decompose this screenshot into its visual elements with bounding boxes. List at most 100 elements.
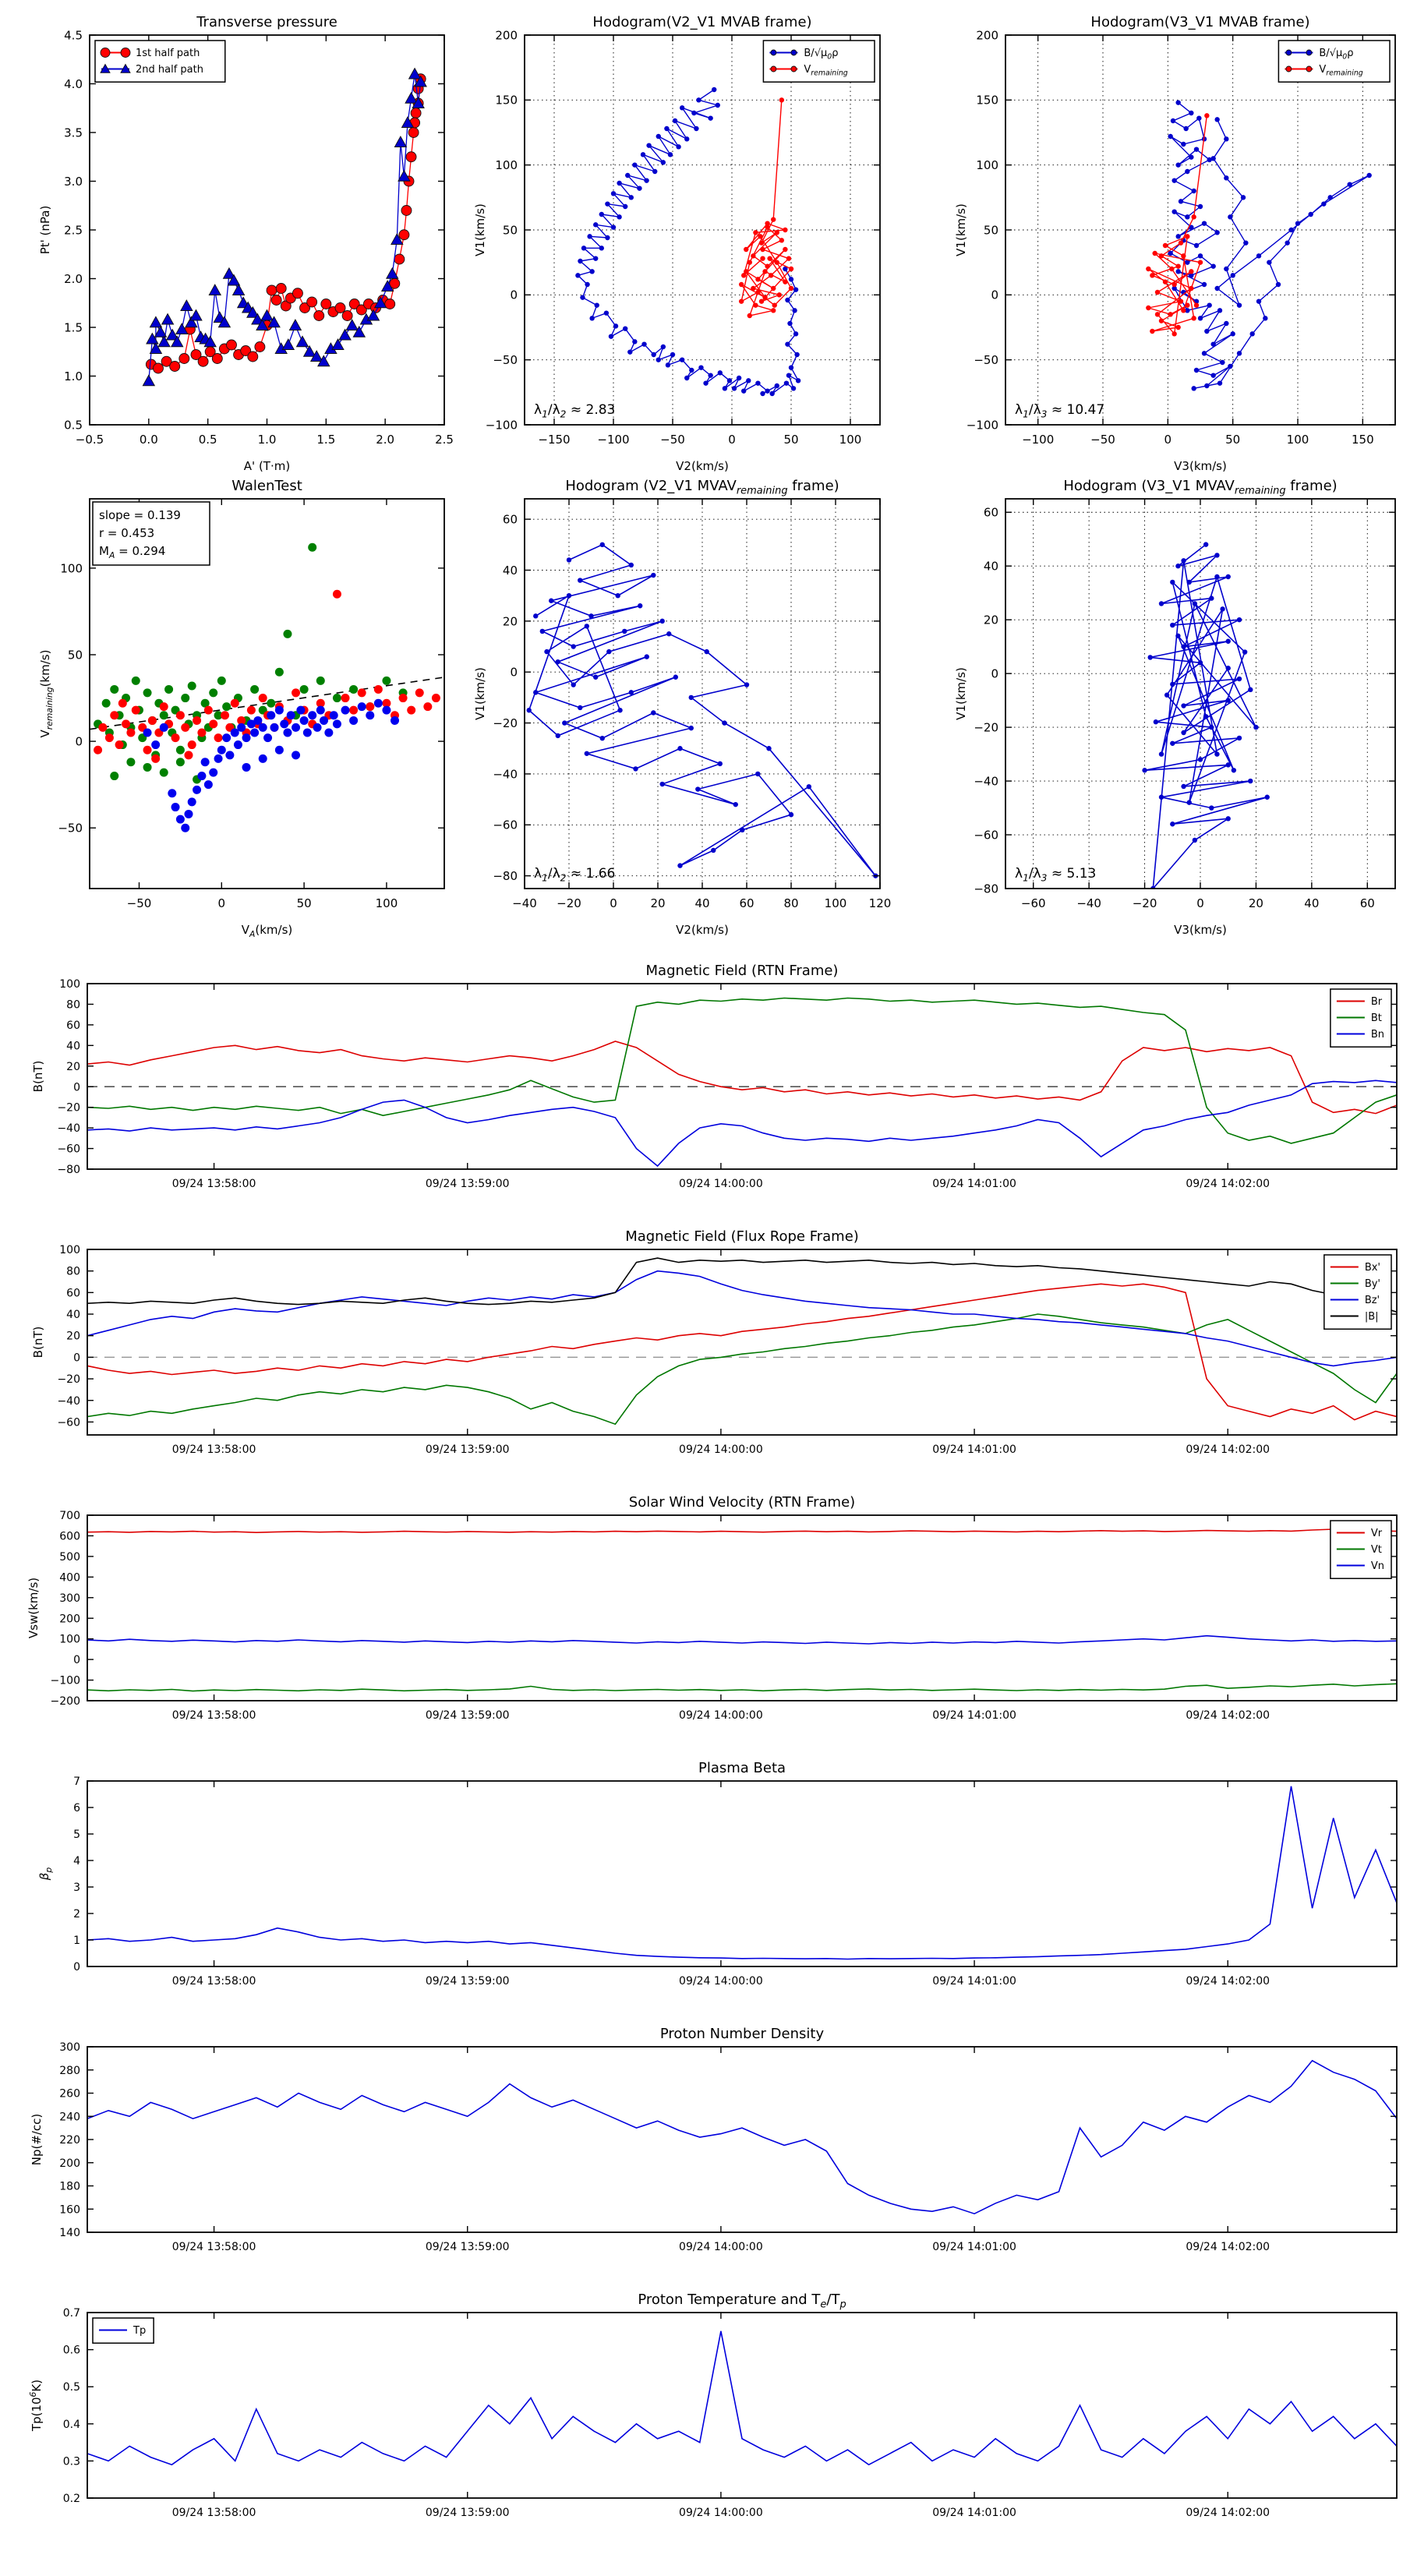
panel-title: Transverse pressure <box>196 14 337 30</box>
point <box>770 65 777 72</box>
ticks: 09/24 13:58:00 09/24 13:59:00 09/24 14:00:… <box>59 2041 1397 2253</box>
y-tick-label: 4 <box>73 1855 80 1868</box>
point <box>226 339 237 351</box>
point <box>341 694 350 703</box>
point <box>758 234 763 239</box>
point <box>736 375 742 381</box>
point <box>1236 676 1242 682</box>
point <box>673 674 678 680</box>
point <box>1306 65 1313 72</box>
point <box>1197 260 1203 265</box>
point <box>118 698 127 708</box>
point <box>197 728 207 737</box>
x-axis-label: V3(km/s) <box>1174 923 1227 937</box>
point <box>760 256 765 261</box>
point <box>1154 289 1161 295</box>
y-tick-label: 0 <box>991 288 998 302</box>
point <box>288 319 302 330</box>
point <box>1217 308 1223 313</box>
point <box>349 705 359 715</box>
point <box>1158 751 1164 757</box>
point <box>806 784 812 790</box>
point <box>373 698 383 708</box>
point <box>670 352 676 358</box>
point <box>292 751 301 760</box>
x-tick-label: 09/24 14:01:00 <box>932 2507 1016 2519</box>
point <box>1193 302 1200 308</box>
point <box>708 373 713 378</box>
x-tick-label: 100 <box>1287 433 1309 447</box>
legend: Br Bt Bn <box>1330 988 1392 1048</box>
point <box>1214 230 1220 235</box>
point <box>637 186 642 191</box>
point <box>308 711 317 720</box>
x-tick-label: 100 <box>825 896 847 910</box>
point <box>747 260 752 265</box>
point <box>193 785 202 794</box>
legend-label: Vt <box>1371 1544 1382 1556</box>
point <box>711 847 716 853</box>
x-tick-label: 09/24 13:59:00 <box>426 1178 510 1190</box>
point <box>625 172 631 178</box>
point <box>1321 201 1327 207</box>
point <box>765 224 770 230</box>
point <box>774 260 779 265</box>
point <box>1209 724 1214 730</box>
series-markers-walen-green <box>94 542 408 784</box>
point <box>578 705 583 711</box>
point <box>599 735 605 741</box>
point <box>738 281 744 288</box>
y-tick-label: 60 <box>66 1019 80 1032</box>
point <box>415 688 424 698</box>
x-tick-label: 2.5 <box>435 433 454 447</box>
x-axis-label: V3(km/s) <box>1174 459 1227 473</box>
panel-title: Plasma Beta <box>698 1760 786 1776</box>
point <box>769 390 775 397</box>
point <box>1220 359 1225 366</box>
y-tick-label: 0.6 <box>63 2345 80 2357</box>
point <box>1185 260 1190 265</box>
point <box>599 246 604 251</box>
point <box>715 102 720 108</box>
point <box>783 380 790 386</box>
point <box>1243 240 1249 246</box>
y-tick-label: 100 <box>59 1244 80 1256</box>
point <box>765 263 770 269</box>
y-tick-label: 7 <box>73 1776 80 1788</box>
point <box>221 711 230 720</box>
point <box>1214 117 1220 122</box>
point <box>651 352 656 358</box>
point <box>790 65 797 72</box>
y-tick-label: 2.0 <box>64 272 83 286</box>
point <box>316 676 325 685</box>
x-tick-label: 09/24 14:01:00 <box>932 1443 1016 1456</box>
stats-line: MA = 0.294 <box>99 544 165 560</box>
y-tick-label: 220 <box>59 2134 80 2147</box>
point <box>741 388 747 394</box>
point <box>1214 553 1220 558</box>
point <box>580 295 585 300</box>
series-B-magnitude <box>87 1257 1397 1313</box>
point <box>588 613 594 619</box>
y-tick-label: −20 <box>493 716 518 730</box>
point <box>1295 221 1301 226</box>
y-tick-label: 80 <box>66 1266 80 1278</box>
point <box>751 285 756 292</box>
y-tick-label: −50 <box>974 353 998 367</box>
point <box>786 373 792 378</box>
point <box>209 719 218 729</box>
point <box>1154 312 1161 317</box>
panel-proton-number-density: 09/24 13:58:00 09/24 13:59:00 09/24 14:00:… <box>30 2026 1398 2253</box>
point <box>741 273 747 278</box>
point <box>258 723 267 732</box>
point <box>1204 328 1210 334</box>
point <box>606 648 612 655</box>
point <box>1178 299 1184 304</box>
point <box>296 705 306 715</box>
point <box>1224 320 1229 327</box>
y-axis-label: B(nT) <box>31 1061 45 1093</box>
series-markers-B-hodogram <box>575 87 801 397</box>
annotation: λ1/λ3 ≈ 5.13 <box>1015 866 1096 883</box>
point <box>696 97 702 103</box>
legend-label: 1st half path <box>136 48 200 59</box>
